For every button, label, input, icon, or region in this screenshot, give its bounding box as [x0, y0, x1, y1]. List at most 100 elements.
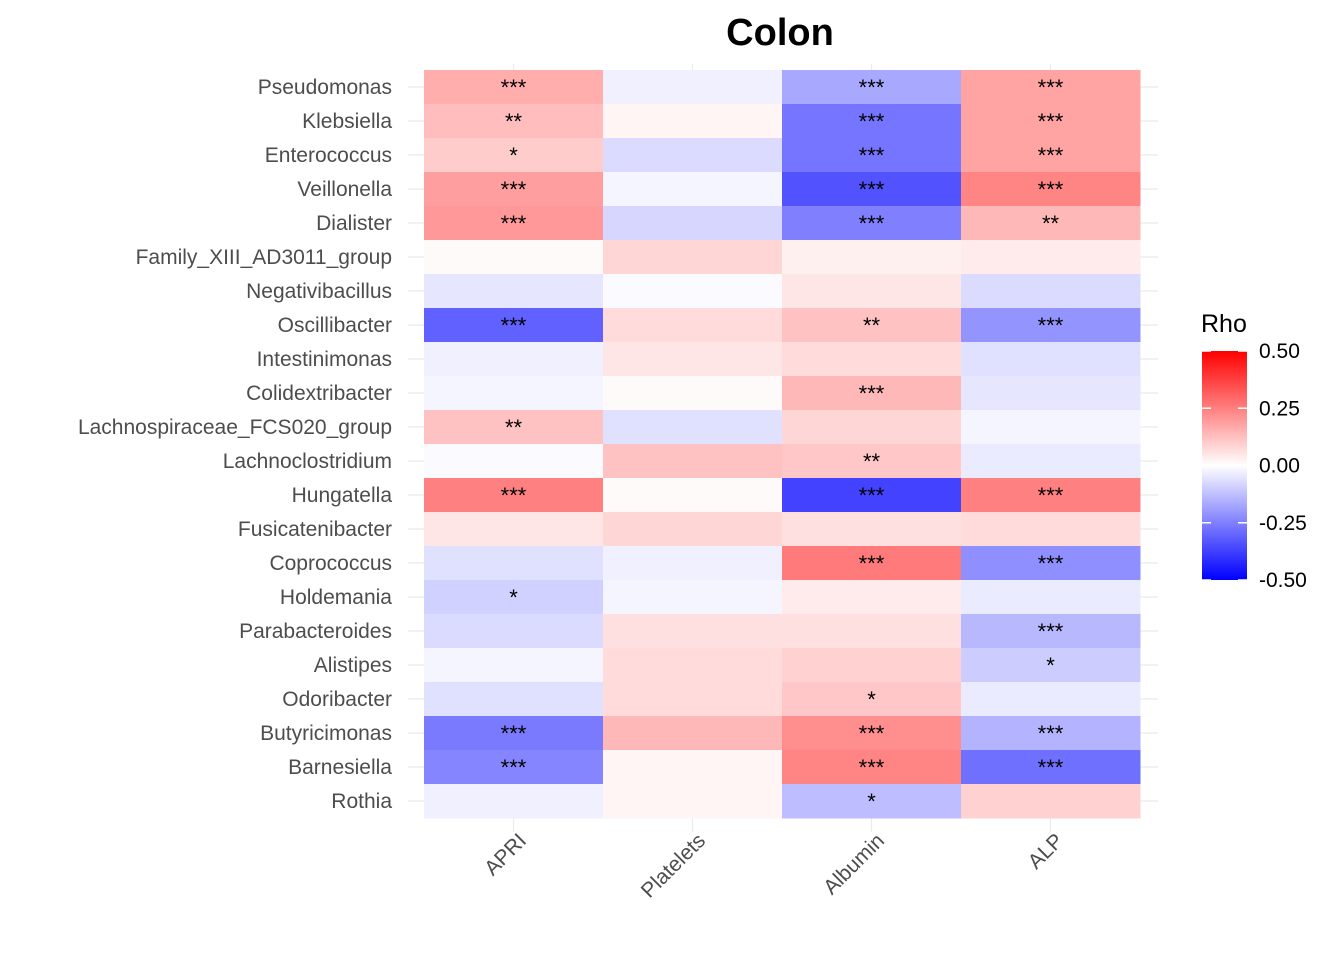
significance-label: ***	[1038, 75, 1064, 100]
chart-title: Colon	[726, 12, 834, 54]
heatmap-cell	[424, 546, 604, 581]
significance-label: ***	[859, 109, 885, 134]
heatmap-cell	[782, 716, 962, 751]
heatmap-cell	[782, 750, 962, 785]
row-label: Hungatella	[292, 484, 393, 507]
heatmap-cell	[961, 138, 1141, 173]
significance-label: ***	[501, 483, 527, 508]
heatmap-cell	[603, 444, 783, 479]
legend-ticks: 0.50 0.25 0.00 -0.25 -0.50	[1202, 340, 1307, 592]
heatmap-cell	[603, 104, 783, 139]
heatmap-cell	[961, 512, 1141, 547]
significance-label: ***	[859, 75, 885, 100]
significance-label: ***	[859, 721, 885, 746]
significance-label: ***	[859, 211, 885, 236]
row-label: Veillonella	[297, 178, 392, 201]
significance-label: **	[863, 313, 881, 338]
heatmap-cell	[961, 70, 1141, 105]
significance-label: ***	[1038, 619, 1064, 644]
heatmap-cell	[424, 648, 604, 683]
heatmap-cell	[603, 784, 783, 819]
row-label: Barnesiella	[288, 756, 392, 779]
significance-label: *	[509, 585, 518, 610]
heatmap-cell	[782, 240, 962, 275]
heatmap-cell	[603, 512, 783, 547]
heatmap-cell	[424, 512, 604, 547]
heatmap-cell	[603, 342, 783, 377]
column-label: Albumin	[819, 829, 889, 899]
heatmap-cell	[782, 478, 962, 513]
significance-label: ***	[859, 755, 885, 780]
significance-label: ***	[859, 143, 885, 168]
heatmap-cell	[782, 512, 962, 547]
significance-label: **	[505, 109, 523, 134]
heatmap-cell	[961, 784, 1141, 819]
significance-label: ***	[1038, 551, 1064, 576]
heatmap-cell	[424, 308, 604, 343]
heatmap-cell	[961, 104, 1141, 139]
heatmap-cell	[603, 614, 783, 649]
heatmap-cell	[782, 342, 962, 377]
row-label: Intestinimonas	[257, 348, 392, 371]
legend-tick-label: 0.25	[1259, 397, 1300, 420]
heatmap-cell	[603, 648, 783, 683]
row-label: Lachnospiraceae_FCS020_group	[78, 416, 392, 439]
column-label: APRI	[480, 829, 531, 880]
heatmap-cell	[424, 614, 604, 649]
significance-label: ***	[1038, 177, 1064, 202]
row-label: Oscillibacter	[278, 314, 392, 337]
row-label: Coprococcus	[269, 552, 392, 575]
heatmap-cell	[961, 308, 1141, 343]
significance-label: ***	[1038, 483, 1064, 508]
heatmap-cell	[424, 376, 604, 411]
heatmap-cell	[961, 478, 1141, 513]
heatmap-cell	[603, 206, 783, 241]
legend-tick-label: 0.00	[1259, 455, 1300, 478]
significance-label: ***	[501, 177, 527, 202]
row-label: Fusicatenibacter	[238, 518, 392, 541]
significance-label: ***	[1038, 755, 1064, 780]
significance-label: **	[505, 415, 523, 440]
heatmap-cell	[603, 750, 783, 785]
heatmap-cell	[782, 614, 962, 649]
heatmap-cell	[424, 750, 604, 785]
heatmap-cell	[603, 274, 783, 309]
significance-label: ***	[501, 755, 527, 780]
significance-label: ***	[859, 483, 885, 508]
heatmap-cell	[603, 546, 783, 581]
heatmap-cell	[782, 444, 962, 479]
heatmap-cell	[424, 172, 604, 207]
row-label: Odoribacter	[282, 688, 392, 711]
row-label: Dialister	[316, 212, 392, 235]
heatmap-cell	[961, 614, 1141, 649]
heatmap-cell	[424, 274, 604, 309]
significance-label: *	[1046, 653, 1055, 678]
heatmap-cell	[424, 70, 604, 105]
heatmap-cell	[961, 648, 1141, 683]
heatmap-cell	[782, 308, 962, 343]
heatmap-cell	[603, 580, 783, 615]
heatmap-cell	[424, 580, 604, 615]
heatmap-cell	[603, 376, 783, 411]
heatmap-cell	[424, 342, 604, 377]
heatmap-cell	[961, 342, 1141, 377]
row-label: Negativibacillus	[246, 280, 392, 303]
heatmap-cell	[961, 172, 1141, 207]
row-labels: Pseudomonas Klebsiella Enterococcus Veillon…	[78, 76, 392, 813]
heatmap-cell	[424, 478, 604, 513]
heatmap-cell	[782, 648, 962, 683]
significance-label: ***	[1038, 721, 1064, 746]
heatmap-cell	[961, 546, 1141, 581]
significance-label: ***	[501, 313, 527, 338]
heatmap-cell	[782, 138, 962, 173]
heatmap-cell	[961, 240, 1141, 275]
significance-label: ***	[501, 75, 527, 100]
legend-tick-label: 0.50	[1259, 340, 1300, 363]
heatmap-cell	[782, 376, 962, 411]
column-label: ALP	[1024, 829, 1068, 873]
legend-tick-label: -0.50	[1259, 569, 1307, 592]
significance-label: ***	[1038, 313, 1064, 338]
significance-label: ***	[1038, 143, 1064, 168]
